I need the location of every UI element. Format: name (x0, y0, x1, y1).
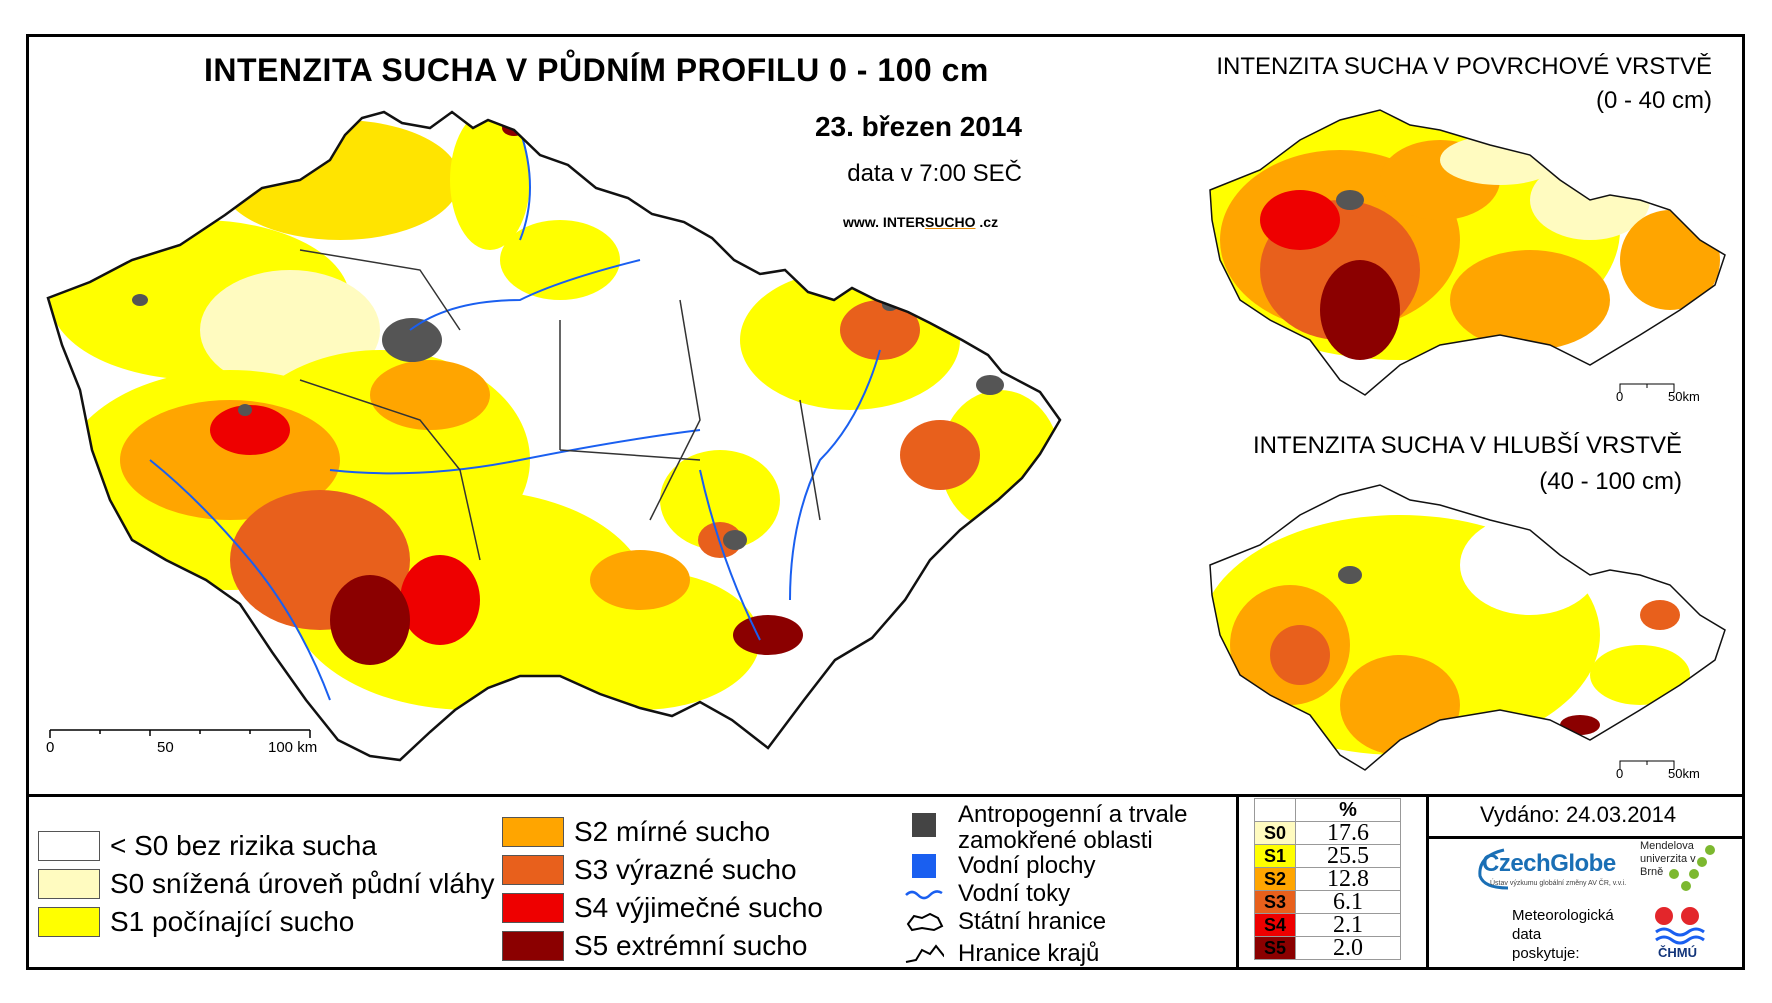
dark-square-icon (904, 812, 944, 838)
czechglobe-logo-subtitle: Ústav výzkumu globální změny AV ČR, v.v.… (1490, 880, 1627, 887)
blue-square-icon (904, 853, 944, 879)
percent-table: % S0 17.6 S1 25.5 S2 12.8 S3 6.1 S4 2.1 S5 2.0 (1254, 798, 1401, 960)
state-border-icon (904, 909, 944, 935)
legend-rivers: Vodní toky (904, 880, 1070, 908)
inset-deep-title: INTENZITA SUCHA V HLUBŠÍ VRSTVĚ (1253, 432, 1682, 459)
main-map (46, 110, 1062, 762)
legend-anthropogenic: Antropogenní a trvale zamokřené oblasti (904, 802, 1188, 854)
legend-region-border: Hranice krajů (904, 940, 1099, 968)
inset-surface-scale-0: 0 (1616, 389, 1624, 404)
inset-deep-map (1209, 484, 1726, 771)
map-frame (26, 34, 1745, 970)
percent-header: % (1295, 798, 1401, 822)
main-scale-100: 100 km (268, 739, 318, 756)
legend-class-below-s0: < S0 bez rizika sucha (38, 830, 377, 862)
legend-divider-2 (1426, 796, 1429, 970)
table-row: S4 2.1 (1254, 913, 1401, 937)
inset-surface-scale-50: 50km (1668, 389, 1700, 404)
swatch-s1 (38, 907, 100, 937)
swatch-s3 (502, 855, 564, 885)
swatch-s0 (38, 869, 100, 899)
map-title: INTENZITA SUCHA V PŮDNÍM PROFILU 0 - 100… (204, 52, 989, 88)
czechglobe-logo: CzechGlobe (1482, 850, 1616, 877)
inset-deep-scale-50: 50km (1668, 766, 1700, 781)
inset-deep-scale-bar (1619, 760, 1675, 769)
legend-class-s3: S3 výrazné sucho (502, 854, 797, 886)
inset-deep-depth: (40 - 100 cm) (1539, 468, 1682, 495)
chmu-logo-icon (1655, 907, 1705, 945)
table-row: S1 25.5 (1254, 844, 1401, 868)
legend-divider-1 (1236, 796, 1239, 970)
inset-surface-title: INTENZITA SUCHA V POVRCHOVÉ VRSTVĚ (1216, 53, 1712, 80)
legend-class-s4: S4 výjimečné sucho (502, 892, 823, 924)
legend-class-s2: S2 mírné sucho (502, 816, 770, 848)
legend-separator (26, 794, 1745, 797)
website-link[interactable]: www. INTERSUCHO .cz (843, 214, 999, 230)
issued-underline (1426, 836, 1745, 839)
inset-surface-depth: (0 - 40 cm) (1595, 87, 1712, 114)
mendel-dots-icon (1669, 845, 1715, 891)
main-scale-50: 50 (157, 739, 174, 756)
meteo-data-credit: Meteorologická data poskytuje: (1512, 907, 1614, 962)
inset-surface-map (1209, 109, 1726, 396)
legend-class-s1: S1 počínající sucho (38, 906, 354, 938)
region-border-icon (904, 941, 944, 967)
river-line-icon (904, 881, 944, 907)
legend-class-s0: S0 snížená úroveň půdní vláhy (38, 868, 494, 900)
legend-class-s5: S5 extrémní sucho (502, 930, 807, 962)
swatch-below-s0 (38, 831, 100, 861)
mendel-university-logo: Mendelova univerzita v Brně (1640, 840, 1696, 878)
table-row: S0 17.6 (1254, 821, 1401, 845)
inset-deep-scale-0: 0 (1616, 766, 1624, 781)
table-row: S5 2.0 (1254, 936, 1401, 960)
map-date: 23. březen 2014 (814, 111, 1022, 142)
swatch-s2 (502, 817, 564, 847)
inset-surface-scale-bar (1619, 383, 1675, 392)
issued-date: Vydáno: 24.03.2014 (1480, 802, 1677, 827)
map-time: data v 7:00 SEČ (847, 160, 1022, 187)
main-scale-0: 0 (46, 739, 55, 756)
table-row: S2 12.8 (1254, 867, 1401, 891)
swatch-s4 (502, 893, 564, 923)
main-scale-bar (49, 729, 311, 738)
czechglobe-arc-icon (1478, 848, 1509, 890)
table-row: S3 6.1 (1254, 890, 1401, 914)
legend-water-bodies: Vodní plochy (904, 852, 1095, 880)
swatch-s5 (502, 931, 564, 961)
legend-state-border: Státní hranice (904, 908, 1106, 936)
chmu-logo: ČHMÚ (1658, 945, 1697, 960)
